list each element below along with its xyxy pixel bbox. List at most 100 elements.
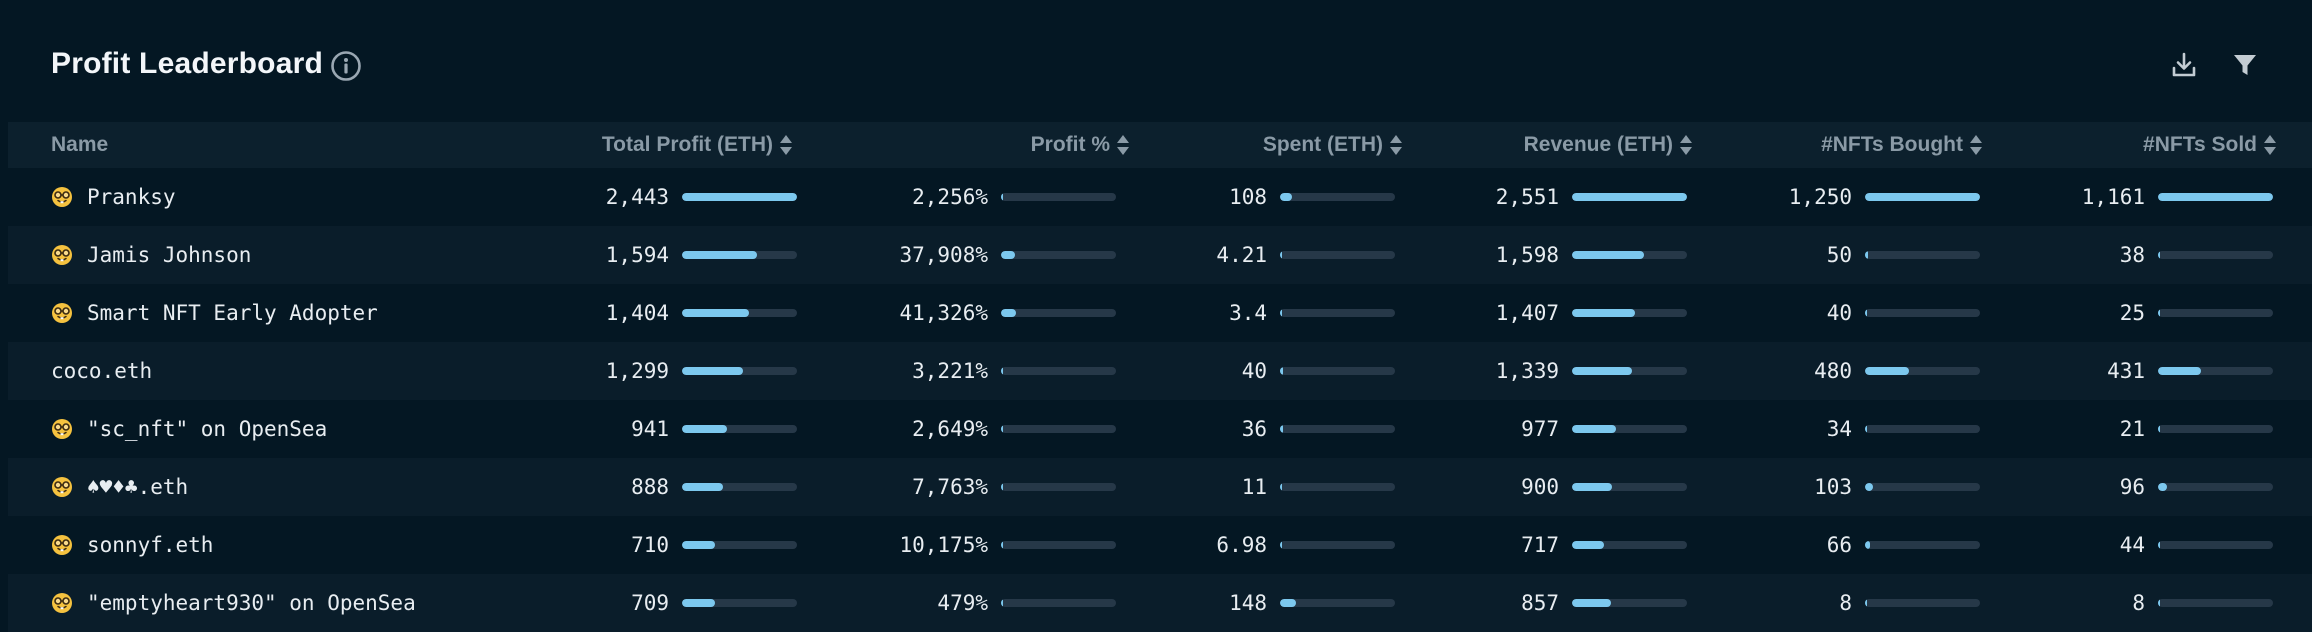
profit-pct-bar <box>1001 193 1116 201</box>
profit-bar <box>682 251 797 259</box>
name-cell[interactable]: Smart NFT Early Adopter <box>51 284 378 342</box>
table-row[interactable]: Pranksy 2,443 2,256% 108 2,551 1,250 1,161 <box>8 168 2312 226</box>
table-row[interactable]: "sc_nft" on OpenSea 941 2,649% 36 977 34 21 <box>8 400 2312 458</box>
profit-value: 2,443 <box>605 185 669 209</box>
info-circle-icon[interactable] <box>330 50 362 82</box>
bar-fill <box>682 483 724 491</box>
name-text: ♠♥♦♣.eth <box>87 475 189 499</box>
bar-fill <box>1572 193 1687 201</box>
column-header-revenue[interactable]: Revenue (ETH) <box>1523 133 1673 156</box>
profit-pct-value: 2,256% <box>912 185 988 209</box>
spent-bar <box>1280 309 1395 317</box>
name-cell[interactable]: coco.eth <box>51 342 152 400</box>
sold-value: 21 <box>2119 417 2145 441</box>
profit-value: 1,299 <box>605 359 669 383</box>
bar-fill <box>1001 483 1004 491</box>
table-row[interactable]: Smart NFT Early Adopter 1,404 41,326% 3.4 1,… <box>8 284 2312 342</box>
nerd-face-icon <box>52 187 72 207</box>
revenue-value: 977 <box>1521 417 1559 441</box>
column-header-profit-pct[interactable]: Profit % <box>1030 133 1110 156</box>
name-cell[interactable]: sonnyf.eth <box>51 516 213 574</box>
bought-bar <box>1865 483 1980 491</box>
bought-value: 8 <box>1839 591 1852 615</box>
profit-pct-bar <box>1001 541 1116 549</box>
revenue-value: 1,407 <box>1495 301 1559 325</box>
spent-bar <box>1280 599 1395 607</box>
bar-fill <box>682 425 727 433</box>
bought-bar <box>1865 541 1980 549</box>
sold-bar <box>2158 483 2273 491</box>
sold-value: 8 <box>2132 591 2145 615</box>
bar-fill <box>1572 541 1605 549</box>
table-row[interactable]: ♠♥♦♣.eth 888 7,763% 11 900 103 96 <box>8 458 2312 516</box>
revenue-bar <box>1572 541 1687 549</box>
spent-value: 11 <box>1241 475 1267 499</box>
sort-icon[interactable] <box>1389 133 1403 157</box>
filter-icon <box>2234 55 2256 75</box>
profit-value: 941 <box>631 417 669 441</box>
name-text: Pranksy <box>87 185 176 209</box>
column-header-spent[interactable]: Spent (ETH) <box>1262 133 1383 156</box>
sort-icon[interactable] <box>2263 133 2277 157</box>
column-header-profit[interactable]: Total Profit (ETH) <box>601 133 773 156</box>
bought-value: 34 <box>1826 417 1852 441</box>
bar-fill <box>2158 483 2168 491</box>
profit-bar <box>682 541 797 549</box>
name-cell[interactable]: Jamis Johnson <box>51 226 251 284</box>
download-icon <box>2172 52 2196 77</box>
profit-bar <box>682 367 797 375</box>
bought-bar <box>1865 309 1980 317</box>
sort-icon[interactable] <box>1116 133 1130 157</box>
spent-value: 4.21 <box>1216 243 1267 267</box>
sort-icon[interactable] <box>1969 133 1983 157</box>
name-cell[interactable]: "emptyheart930" on OpenSea <box>51 574 416 632</box>
bar-fill <box>2158 193 2273 201</box>
filter-button[interactable] <box>2228 48 2262 82</box>
bought-bar <box>1865 425 1980 433</box>
name-text: "sc_nft" on OpenSea <box>87 417 328 441</box>
sort-icon[interactable] <box>779 133 793 157</box>
bar-fill <box>1280 309 1282 317</box>
column-header-bought[interactable]: #NFTs Bought <box>1821 133 1963 156</box>
profit-pct-value: 7,763% <box>912 475 988 499</box>
bought-value: 66 <box>1826 533 1852 557</box>
table-row[interactable]: Jamis Johnson 1,594 37,908% 4.21 1,598 50 38 <box>8 226 2312 284</box>
table-row[interactable]: sonnyf.eth 710 10,175% 6.98 717 66 44 <box>8 516 2312 574</box>
bar-fill <box>1280 483 1282 491</box>
name-cell[interactable]: ♠♥♦♣.eth <box>51 458 188 516</box>
spent-value: 36 <box>1241 417 1267 441</box>
bar-fill <box>2158 541 2161 549</box>
profit-value: 710 <box>631 533 669 557</box>
bar-fill <box>1865 599 1867 607</box>
spent-bar <box>1280 367 1395 375</box>
bar-fill <box>1865 483 1874 491</box>
bar-fill <box>1572 599 1612 607</box>
column-header-sold[interactable]: #NFTs Sold <box>2143 133 2257 156</box>
bought-value: 40 <box>1826 301 1852 325</box>
profit-pct-bar <box>1001 483 1116 491</box>
bought-value: 480 <box>1814 359 1852 383</box>
name-cell[interactable]: Pranksy <box>51 168 176 226</box>
table-row[interactable]: coco.eth 1,299 3,221% 40 1,339 480 431 <box>8 342 2312 400</box>
column-header-name[interactable]: Name <box>51 133 109 156</box>
bar-fill <box>1865 425 1868 433</box>
name-cell[interactable]: "sc_nft" on OpenSea <box>51 400 327 458</box>
bar-fill <box>2158 309 2160 317</box>
table-row[interactable]: "emptyheart930" on OpenSea 709 479% 148 857 8… <box>8 574 2312 632</box>
bought-bar <box>1865 193 1980 201</box>
revenue-bar <box>1572 425 1687 433</box>
download-button[interactable] <box>2167 48 2201 82</box>
sort-icon[interactable] <box>1679 133 1693 157</box>
profit-bar <box>682 309 797 317</box>
profit-pct-value: 41,326% <box>899 301 988 325</box>
bar-fill <box>1001 541 1004 549</box>
bar-fill <box>2158 367 2201 375</box>
revenue-value: 2,551 <box>1495 185 1559 209</box>
bar-fill <box>1280 251 1282 259</box>
profit-value: 709 <box>631 591 669 615</box>
bar-fill <box>1001 599 1003 607</box>
bar-fill <box>1865 251 1869 259</box>
bar-fill <box>682 251 757 259</box>
bar-fill <box>682 193 797 201</box>
nerd-face-icon <box>52 593 72 613</box>
